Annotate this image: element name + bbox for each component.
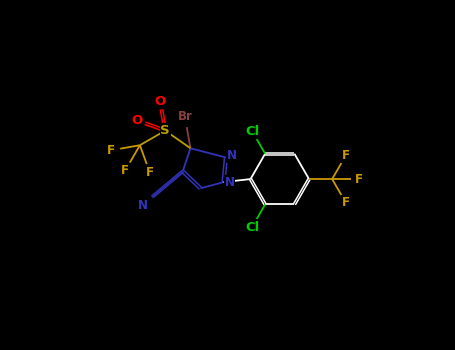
Text: Cl: Cl	[245, 125, 259, 138]
Text: N: N	[138, 198, 147, 211]
Text: N: N	[227, 149, 237, 162]
Text: N: N	[225, 176, 235, 189]
Text: F: F	[121, 164, 129, 177]
Text: F: F	[107, 144, 115, 157]
Text: F: F	[342, 149, 349, 162]
Text: F: F	[342, 196, 349, 209]
Text: S: S	[161, 124, 170, 137]
Text: O: O	[154, 94, 166, 107]
Text: Cl: Cl	[245, 220, 259, 233]
Text: Br: Br	[177, 110, 192, 123]
Text: F: F	[146, 166, 154, 179]
Text: F: F	[355, 173, 363, 186]
Text: O: O	[131, 114, 142, 127]
